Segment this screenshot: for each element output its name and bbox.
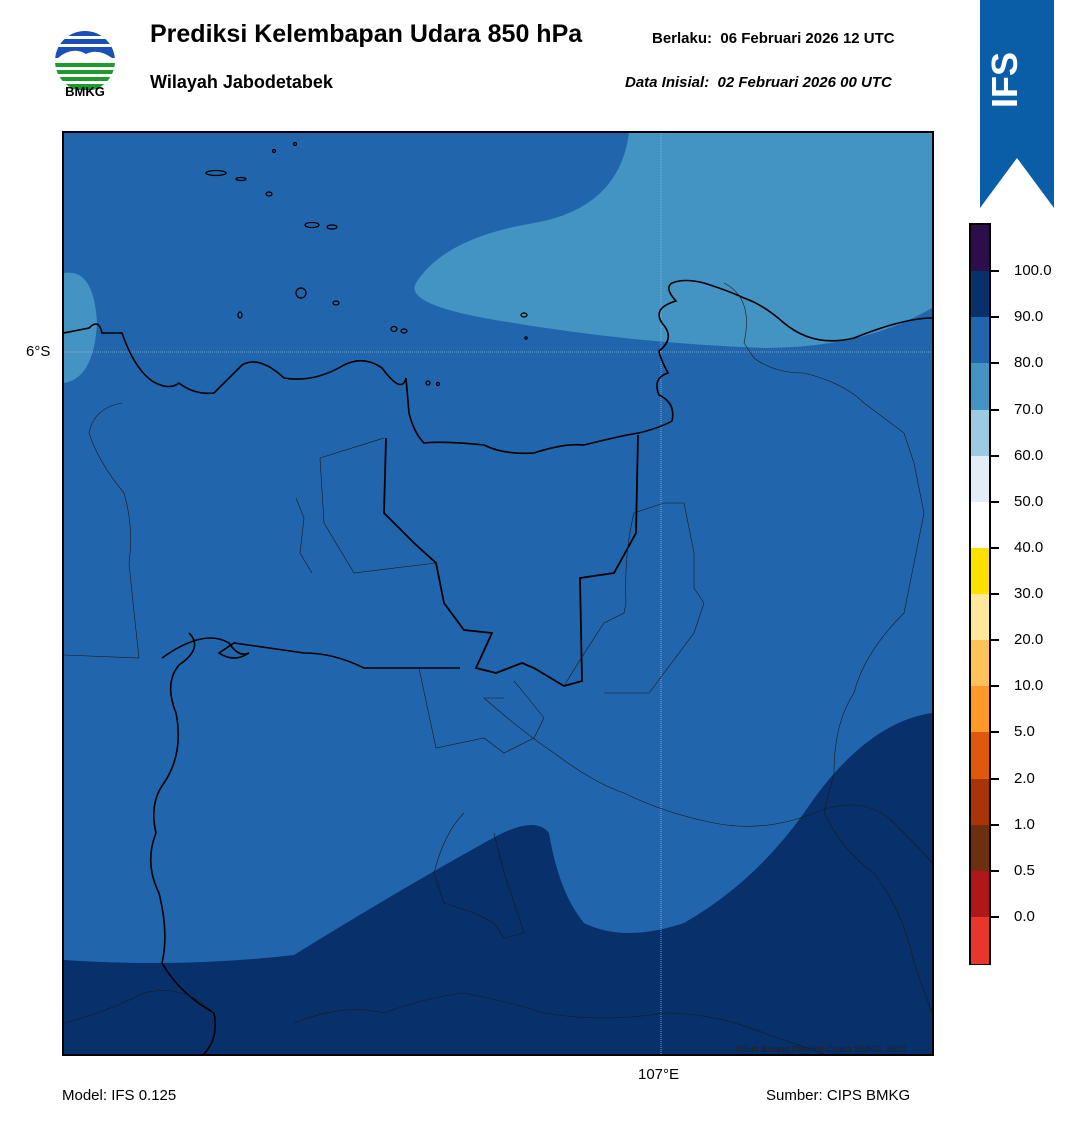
colorbar-tick bbox=[991, 869, 999, 872]
humidity-zone-90-100 bbox=[64, 713, 932, 1054]
colorbar-segment bbox=[971, 640, 989, 687]
valid-time: Berlaku: 06 Februari 2026 12 UTC bbox=[652, 30, 895, 47]
colorbar-segment bbox=[971, 824, 989, 872]
colorbar-segment bbox=[971, 317, 989, 364]
colorbar-label: 0.0 bbox=[1014, 907, 1035, 925]
colorbar-segment bbox=[971, 594, 989, 641]
colorbar-label: 2.0 bbox=[1014, 769, 1035, 787]
model-badge bbox=[980, 0, 1054, 208]
model-label: Model: IFS 0.125 bbox=[62, 1087, 177, 1104]
jakarta-boundary bbox=[383, 434, 639, 687]
colorbar-tick bbox=[991, 270, 999, 273]
district-boundaries bbox=[64, 282, 932, 1054]
colorbar-tick bbox=[991, 316, 999, 319]
colorbar-tick bbox=[991, 639, 999, 642]
badge-text: IFS bbox=[984, 52, 1025, 108]
copyright-text: ©Sub Bidang Prediksi Cuaca BMKG, 2020 bbox=[736, 1044, 907, 1054]
colorbar-tick bbox=[991, 546, 999, 549]
colorbar-label: 0.5 bbox=[1014, 861, 1035, 879]
humidity-zone-70-80-north bbox=[414, 133, 932, 348]
colorbar-segment bbox=[971, 455, 989, 503]
colorbar-segment bbox=[971, 870, 989, 918]
colorbar-tick bbox=[991, 408, 999, 411]
colorbar-tick bbox=[991, 685, 999, 688]
colorbar-tick bbox=[991, 731, 999, 734]
colorbar-label: 50.0 bbox=[1014, 492, 1044, 510]
colorbar-label: 80.0 bbox=[1014, 354, 1044, 372]
coastline bbox=[64, 279, 932, 455]
page-subtitle: Wilayah Jabodetabek bbox=[150, 72, 333, 92]
province-boundary-west bbox=[149, 632, 217, 1054]
colorbar-tick bbox=[991, 593, 999, 595]
page-title: Prediksi Kelembapan Udara 850 hPa bbox=[150, 20, 583, 48]
colorbar-label: 5.0 bbox=[1014, 723, 1035, 741]
humidity-map: ©Sub Bidang Prediksi Cuaca BMKG, 2020 bbox=[62, 131, 934, 1056]
colorbar-label: 40.0 bbox=[1014, 538, 1044, 556]
colorbar-segment bbox=[971, 547, 989, 595]
colorbar-tick bbox=[991, 777, 999, 780]
colorbar-label: 1.0 bbox=[1014, 815, 1035, 833]
svg-text:IFS: IFS bbox=[984, 52, 1025, 108]
valid-value: 06 Februari 2026 12 UTC bbox=[720, 30, 895, 47]
colorbar bbox=[969, 223, 991, 965]
colorbar-label: 10.0 bbox=[1014, 677, 1044, 695]
colorbar-segment bbox=[971, 271, 989, 318]
colorbar-tick bbox=[991, 915, 999, 918]
valid-label: Berlaku: bbox=[652, 30, 713, 47]
humidity-zone-70-80-west bbox=[64, 272, 97, 383]
colorbar-segment bbox=[971, 409, 989, 457]
lat-label: 6°S bbox=[26, 343, 51, 360]
colorbar-segment bbox=[971, 732, 989, 779]
colorbar-segment bbox=[971, 686, 989, 733]
thousand-islands bbox=[205, 141, 528, 387]
init-time: Data Inisial: 02 Februari 2026 00 UTC bbox=[625, 74, 892, 91]
init-label: Data Inisial: bbox=[625, 74, 710, 91]
colorbar-segment bbox=[971, 363, 989, 410]
colorbar-segment bbox=[971, 916, 989, 964]
colorbar-label: 70.0 bbox=[1014, 400, 1044, 418]
init-value: 02 Februari 2026 00 UTC bbox=[717, 74, 892, 91]
bmkg-logo bbox=[55, 31, 115, 90]
map-canvas bbox=[64, 133, 932, 1054]
colorbar-segment bbox=[971, 225, 989, 272]
colorbar-tick bbox=[991, 823, 999, 826]
source-label: Sumber: CIPS BMKG bbox=[766, 1087, 911, 1104]
colorbar-segment bbox=[971, 778, 989, 826]
colorbar-segment bbox=[971, 501, 989, 549]
lon-label: 107°E bbox=[638, 1066, 680, 1083]
colorbar-label: 100.0 bbox=[1014, 262, 1052, 280]
colorbar-label: 30.0 bbox=[1014, 585, 1044, 602]
province-boundary-south bbox=[161, 637, 460, 669]
colorbar-label: 20.0 bbox=[1014, 631, 1044, 649]
colorbar-tick bbox=[991, 500, 999, 503]
colorbar-label: 90.0 bbox=[1014, 308, 1044, 326]
colorbar-tick bbox=[991, 454, 999, 457]
colorbar-label: 60.0 bbox=[1014, 446, 1044, 464]
colorbar-tick bbox=[991, 362, 999, 365]
logo-text: BMKG bbox=[65, 84, 105, 99]
